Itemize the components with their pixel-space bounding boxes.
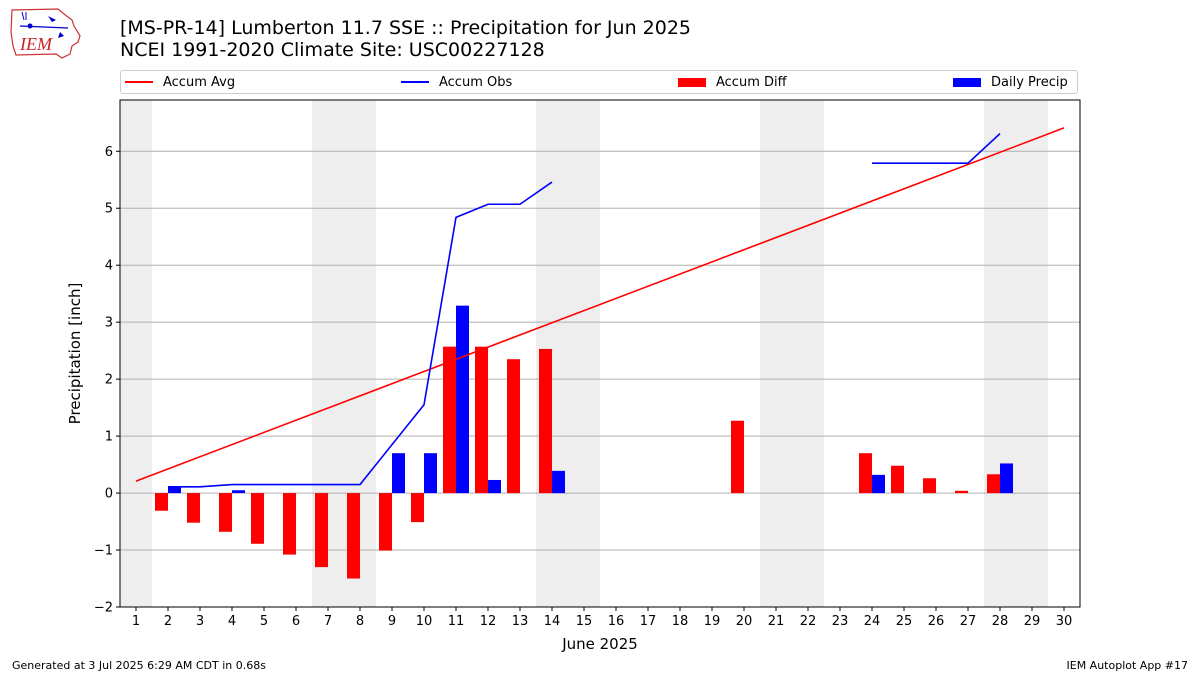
legend-label-accum-diff: Accum Diff bbox=[716, 74, 787, 90]
chart-legend: Accum Avg Accum Obs Accum Diff Daily Pre… bbox=[120, 70, 1078, 94]
weekend-shade bbox=[760, 100, 824, 607]
x-tick-label: 1 bbox=[132, 614, 140, 629]
legend-item-daily-precip: Daily Precip bbox=[953, 71, 1068, 93]
legend-swatch-accum-diff bbox=[678, 77, 706, 87]
x-tick-label: 30 bbox=[1056, 614, 1073, 629]
accum-obs-line bbox=[872, 133, 1001, 165]
weekend-shade bbox=[120, 100, 152, 607]
x-tick-label: 2 bbox=[164, 614, 172, 629]
x-tick-label: 29 bbox=[1024, 614, 1041, 629]
y-tick-label: 1 bbox=[105, 430, 113, 445]
accum-diff-bar bbox=[379, 493, 392, 551]
x-tick-label: 23 bbox=[832, 614, 849, 629]
accum-diff-bar bbox=[155, 493, 168, 511]
legend-swatch-accum-obs bbox=[401, 81, 429, 83]
autoplot-app-label: IEM Autoplot App #17 bbox=[1066, 659, 1189, 672]
svg-text:IEM: IEM bbox=[19, 34, 53, 54]
x-tick-label: 6 bbox=[292, 614, 300, 629]
x-tick-label: 21 bbox=[768, 614, 785, 629]
y-tick-label: 6 bbox=[105, 145, 113, 160]
x-tick-label: 28 bbox=[992, 614, 1009, 629]
y-tick-label: 4 bbox=[105, 259, 113, 274]
y-tick-label: 0 bbox=[105, 487, 113, 502]
x-tick-label: 27 bbox=[960, 614, 977, 629]
legend-label-accum-avg: Accum Avg bbox=[163, 74, 236, 90]
daily-precip-bar bbox=[872, 474, 885, 494]
daily-precip-bar bbox=[424, 453, 437, 494]
daily-precip-bar bbox=[456, 305, 469, 494]
accum-diff-bar bbox=[347, 493, 360, 579]
accum-diff-bar bbox=[507, 359, 520, 494]
x-tick-label: 12 bbox=[480, 614, 497, 629]
accum-obs-line bbox=[168, 181, 553, 488]
legend-item-accum-avg: Accum Avg bbox=[125, 71, 235, 93]
y-tick-label: 2 bbox=[105, 373, 113, 388]
x-axis-label: June 2025 bbox=[561, 635, 638, 653]
x-tick-label: 22 bbox=[800, 614, 817, 629]
chart-subtitle: NCEI 1991-2020 Climate Site: USC00227128 bbox=[120, 39, 545, 61]
legend-label-daily-precip: Daily Precip bbox=[991, 74, 1068, 90]
accum-diff-bar bbox=[187, 493, 200, 523]
legend-item-accum-obs: Accum Obs bbox=[401, 71, 512, 93]
chart-title: [MS-PR-14] Lumberton 11.7 SSE :: Precipi… bbox=[120, 17, 692, 39]
daily-precip-bar bbox=[1000, 463, 1013, 494]
accum-diff-bar bbox=[955, 490, 968, 494]
x-tick-label: 16 bbox=[608, 614, 625, 629]
accum-diff-bar bbox=[987, 474, 1000, 494]
y-tick-label: 3 bbox=[105, 316, 113, 331]
x-tick-label: 14 bbox=[544, 614, 561, 629]
accum-diff-bar bbox=[539, 348, 552, 494]
accum-diff-bar bbox=[283, 493, 296, 555]
x-tick-label: 11 bbox=[448, 614, 465, 629]
x-tick-label: 8 bbox=[356, 614, 364, 629]
y-tick-label: −1 bbox=[94, 544, 113, 559]
legend-label-accum-obs: Accum Obs bbox=[439, 74, 513, 90]
x-tick-label: 19 bbox=[704, 614, 721, 629]
accum-diff-bar bbox=[219, 493, 232, 532]
iem-logo: IEM bbox=[10, 8, 81, 59]
weekend-shade bbox=[984, 100, 1048, 607]
daily-precip-bar bbox=[488, 479, 501, 494]
accum-diff-bar bbox=[859, 453, 872, 494]
x-tick-label: 13 bbox=[512, 614, 529, 629]
plot-frame bbox=[119, 99, 1081, 608]
x-tick-label: 9 bbox=[388, 614, 396, 629]
legend-item-accum-diff: Accum Diff bbox=[678, 71, 787, 93]
y-tick-label: −2 bbox=[94, 601, 113, 616]
accum-diff-bar bbox=[443, 346, 456, 494]
accum-diff-bar bbox=[411, 493, 424, 523]
y-axis-label: Precipitation [inch] bbox=[66, 283, 84, 425]
x-tick-label: 4 bbox=[228, 614, 236, 629]
daily-precip-bar bbox=[232, 490, 245, 494]
daily-precip-bar bbox=[552, 470, 565, 494]
legend-swatch-daily-precip bbox=[953, 77, 981, 87]
accum-diff-bar bbox=[891, 465, 904, 494]
x-tick-label: 20 bbox=[736, 614, 753, 629]
x-tick-label: 18 bbox=[672, 614, 689, 629]
legend-swatch-accum-avg bbox=[125, 81, 153, 83]
x-tick-label: 24 bbox=[864, 614, 881, 629]
daily-precip-bar bbox=[392, 453, 405, 494]
x-tick-label: 17 bbox=[640, 614, 657, 629]
x-tick-label: 3 bbox=[196, 614, 204, 629]
accum-avg-line bbox=[135, 127, 1065, 482]
y-tick-label: 5 bbox=[105, 202, 113, 217]
x-tick-label: 5 bbox=[260, 614, 268, 629]
accum-diff-bar bbox=[475, 346, 488, 494]
accum-diff-bar bbox=[315, 493, 328, 568]
x-tick-label: 26 bbox=[928, 614, 945, 629]
x-tick-label: 10 bbox=[416, 614, 433, 629]
x-tick-label: 7 bbox=[324, 614, 332, 629]
x-tick-label: 15 bbox=[576, 614, 593, 629]
daily-precip-bar bbox=[168, 486, 181, 494]
accum-diff-bar bbox=[731, 420, 744, 494]
accum-diff-bar bbox=[251, 493, 264, 544]
x-tick-label: 25 bbox=[896, 614, 913, 629]
accum-diff-bar bbox=[923, 478, 936, 494]
generated-timestamp: Generated at 3 Jul 2025 6:29 AM CDT in 0… bbox=[12, 659, 266, 672]
